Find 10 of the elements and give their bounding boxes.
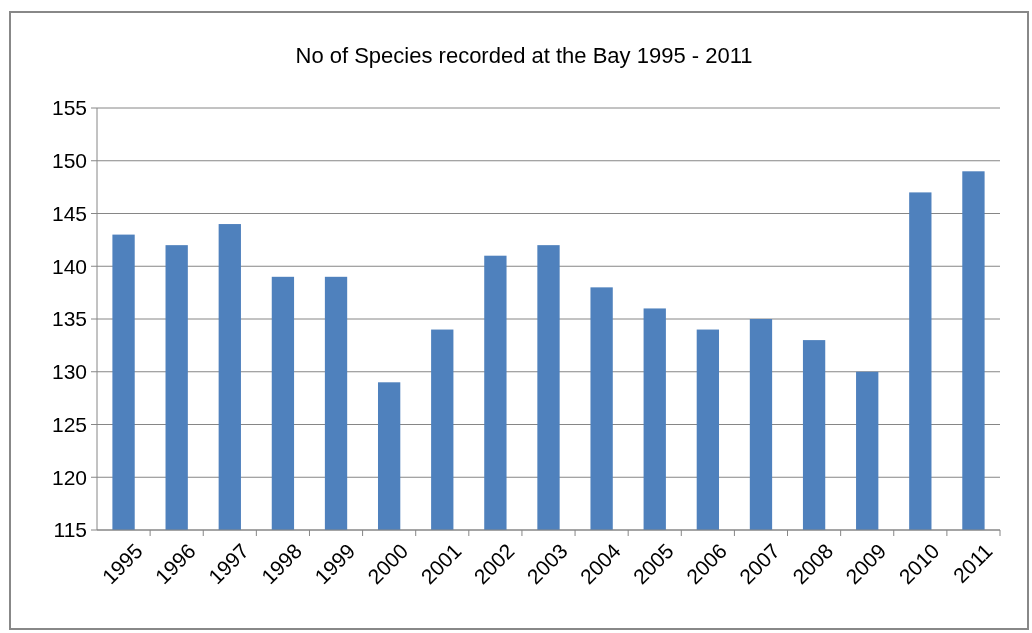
y-tick-label: 150	[51, 149, 87, 173]
y-tick-label: 140	[51, 254, 87, 278]
y-tick-label: 135	[51, 307, 87, 331]
y-tick-label: 130	[51, 360, 87, 384]
chart-title: No of Species recorded at the Bay 1995 - 2011	[295, 43, 753, 68]
y-tick-label: 145	[51, 201, 87, 225]
y-tick-label: 120	[51, 465, 87, 489]
y-tick-label: 125	[51, 412, 87, 436]
y-tick-label: 115	[53, 518, 87, 542]
y-tick-label: 155	[51, 96, 87, 120]
